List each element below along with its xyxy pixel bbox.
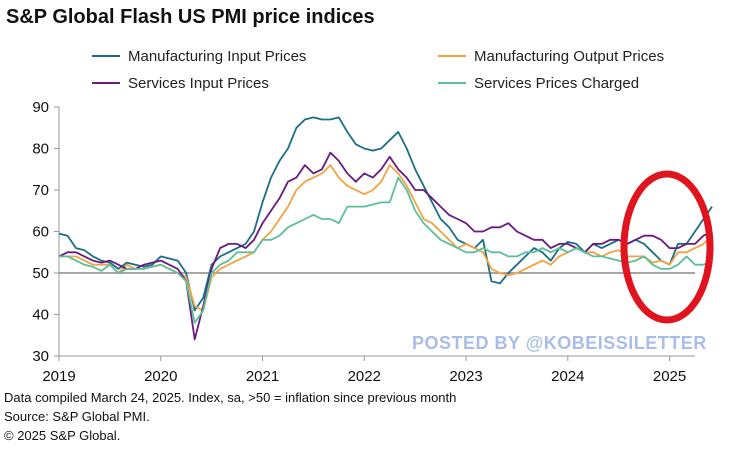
x-tick-label: 2021 — [246, 368, 279, 385]
y-tick-label: 80 — [32, 141, 49, 158]
legend-swatch-services-charged — [438, 82, 466, 84]
footnote-data-compiled: Data compiled March 24, 2025. Index, sa,… — [4, 390, 457, 405]
legend-label-manufacturing-output: Manufacturing Output Prices — [474, 47, 665, 65]
series-line-manufacturing-input-prices — [58, 116, 713, 312]
x-tick-label: 2024 — [551, 368, 584, 385]
footnotes: Data compiled March 24, 2025. Index, sa,… — [4, 388, 456, 445]
legend-item-manufacturing-input[interactable]: Manufacturing Input Prices — [92, 46, 306, 66]
legend-label-services-input: Services Input Prices — [128, 74, 269, 92]
x-tick-label: 2022 — [348, 368, 381, 385]
x-tick-label: 2019 — [42, 368, 75, 385]
series-line-manufacturing-output-prices — [59, 164, 713, 312]
x-tick-label: 2025 — [653, 368, 686, 385]
legend-item-manufacturing-output[interactable]: Manufacturing Output Prices — [438, 46, 664, 66]
y-tick-label: 40 — [32, 307, 49, 324]
chart-title: S&P Global Flash US PMI price indices — [6, 6, 375, 28]
y-tick-label: 30 — [32, 348, 49, 365]
y-tick-label: 90 — [32, 99, 49, 116]
watermark-text: POSTED BY @KOBEISSILETTER — [412, 333, 707, 353]
y-tick-label: 60 — [32, 224, 49, 241]
series-line-services-input-prices — [58, 151, 713, 341]
legend-label-manufacturing-input: Manufacturing Input Prices — [128, 47, 307, 65]
axis-layer — [54, 106, 695, 361]
y-tick-label: 50 — [32, 265, 49, 282]
legend-swatch-manufacturing-input — [92, 55, 120, 57]
legend-item-services-input[interactable]: Services Input Prices — [92, 73, 269, 93]
legend-label-services-charged: Services Prices Charged — [474, 74, 640, 92]
footnote-copyright: © 2025 S&P Global. — [4, 428, 121, 443]
footnote-source: Source: S&P Global PMI. — [4, 409, 150, 424]
legend-item-services-charged[interactable]: Services Prices Charged — [438, 73, 639, 93]
series-layer — [58, 116, 713, 341]
highlight-ring — [620, 170, 714, 324]
x-tick-label: 2020 — [144, 368, 177, 385]
legend-swatch-services-input — [92, 82, 120, 84]
tick-label-layer: 90 80 70 60 50 40 30 2019 2020 2021 2022 2023 2024 20… — [32, 99, 686, 385]
legend: Manufacturing Input Prices Manufacturing… — [0, 0, 730, 100]
legend-swatch-manufacturing-output — [438, 55, 466, 57]
y-tick-label: 70 — [32, 182, 49, 199]
x-tick-label: 2023 — [449, 368, 482, 385]
series-line-services-prices-charged — [59, 176, 713, 324]
